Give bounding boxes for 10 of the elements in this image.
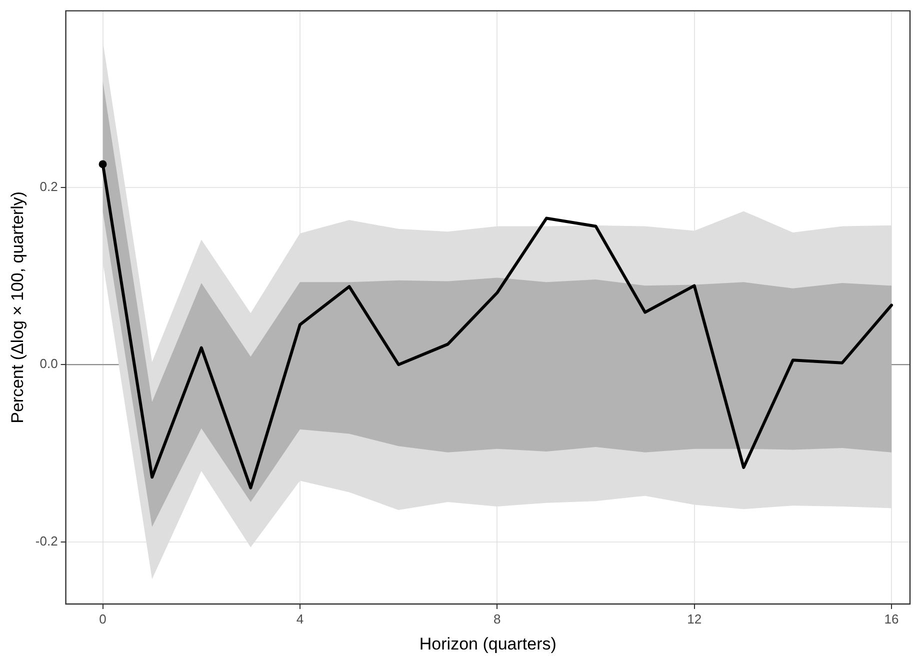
y-tick-label: 0.2 [40, 178, 58, 194]
x-tick-label: 8 [494, 611, 501, 626]
x-tick-label: 4 [296, 611, 304, 626]
x-axis-title: Horizon (quarters) [419, 634, 556, 654]
y-tick-label: -0.2 [35, 534, 58, 549]
y-tick-label: 0.0 [40, 356, 58, 372]
x-tick-label: 12 [687, 611, 702, 626]
x-tick-label: 16 [884, 611, 899, 626]
x-tick-label: 0 [99, 611, 106, 626]
y-axis-title: Percent (Δlog × 100, quarterly) [8, 191, 27, 424]
